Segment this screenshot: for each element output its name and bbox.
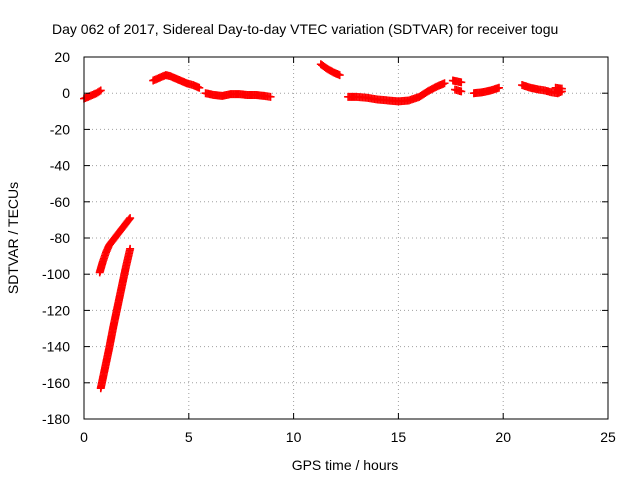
- x-axis-title: GPS time / hours: [292, 457, 399, 473]
- x-tick-label: 20: [495, 429, 511, 445]
- y-tick-label: 0: [62, 85, 70, 101]
- data-point: [126, 214, 135, 223]
- data-point: [557, 84, 566, 93]
- y-tick-label: -120: [42, 302, 70, 318]
- data-point: [195, 83, 204, 92]
- grid: [84, 57, 608, 419]
- data-point: [495, 83, 504, 92]
- x-tick-label: 5: [185, 429, 193, 445]
- y-tick-label: -80: [50, 230, 70, 246]
- data-point: [96, 86, 105, 95]
- y-tick-label: -100: [42, 266, 70, 282]
- tick-labels: 0 5 10 15 20 25 20 0 -20 -40 -60 -80 -100 -120 -140 -16…: [42, 49, 616, 445]
- axis-ticks: [83, 56, 609, 420]
- y-tick-label: 20: [54, 49, 70, 65]
- data-point-fill: [95, 87, 104, 96]
- chart-title: Day 062 of 2017, Sidereal Day-to-day VTE…: [52, 21, 558, 37]
- data-point: [457, 78, 466, 87]
- x-tick-label: 15: [391, 429, 407, 445]
- x-tick-label: 0: [80, 429, 88, 445]
- y-tick-label: -20: [50, 121, 70, 137]
- data-point-fill: [125, 215, 134, 224]
- y-tick-label: -160: [42, 375, 70, 391]
- data-point: [126, 244, 135, 253]
- x-tick-label: 25: [600, 429, 616, 445]
- data-point: [440, 79, 449, 88]
- data-point: [335, 71, 344, 80]
- data-point: [266, 92, 275, 101]
- plot-frame: [83, 56, 609, 420]
- data-points: [80, 60, 566, 393]
- x-tick-label: 10: [286, 429, 302, 445]
- data-point: [457, 87, 466, 96]
- y-axis-title: SDTVAR / TECUs: [5, 182, 21, 294]
- y-tick-label: -60: [50, 194, 70, 210]
- y-tick-label: -140: [42, 339, 70, 355]
- y-tick-label: -40: [50, 158, 70, 174]
- y-tick-label: -180: [42, 411, 70, 427]
